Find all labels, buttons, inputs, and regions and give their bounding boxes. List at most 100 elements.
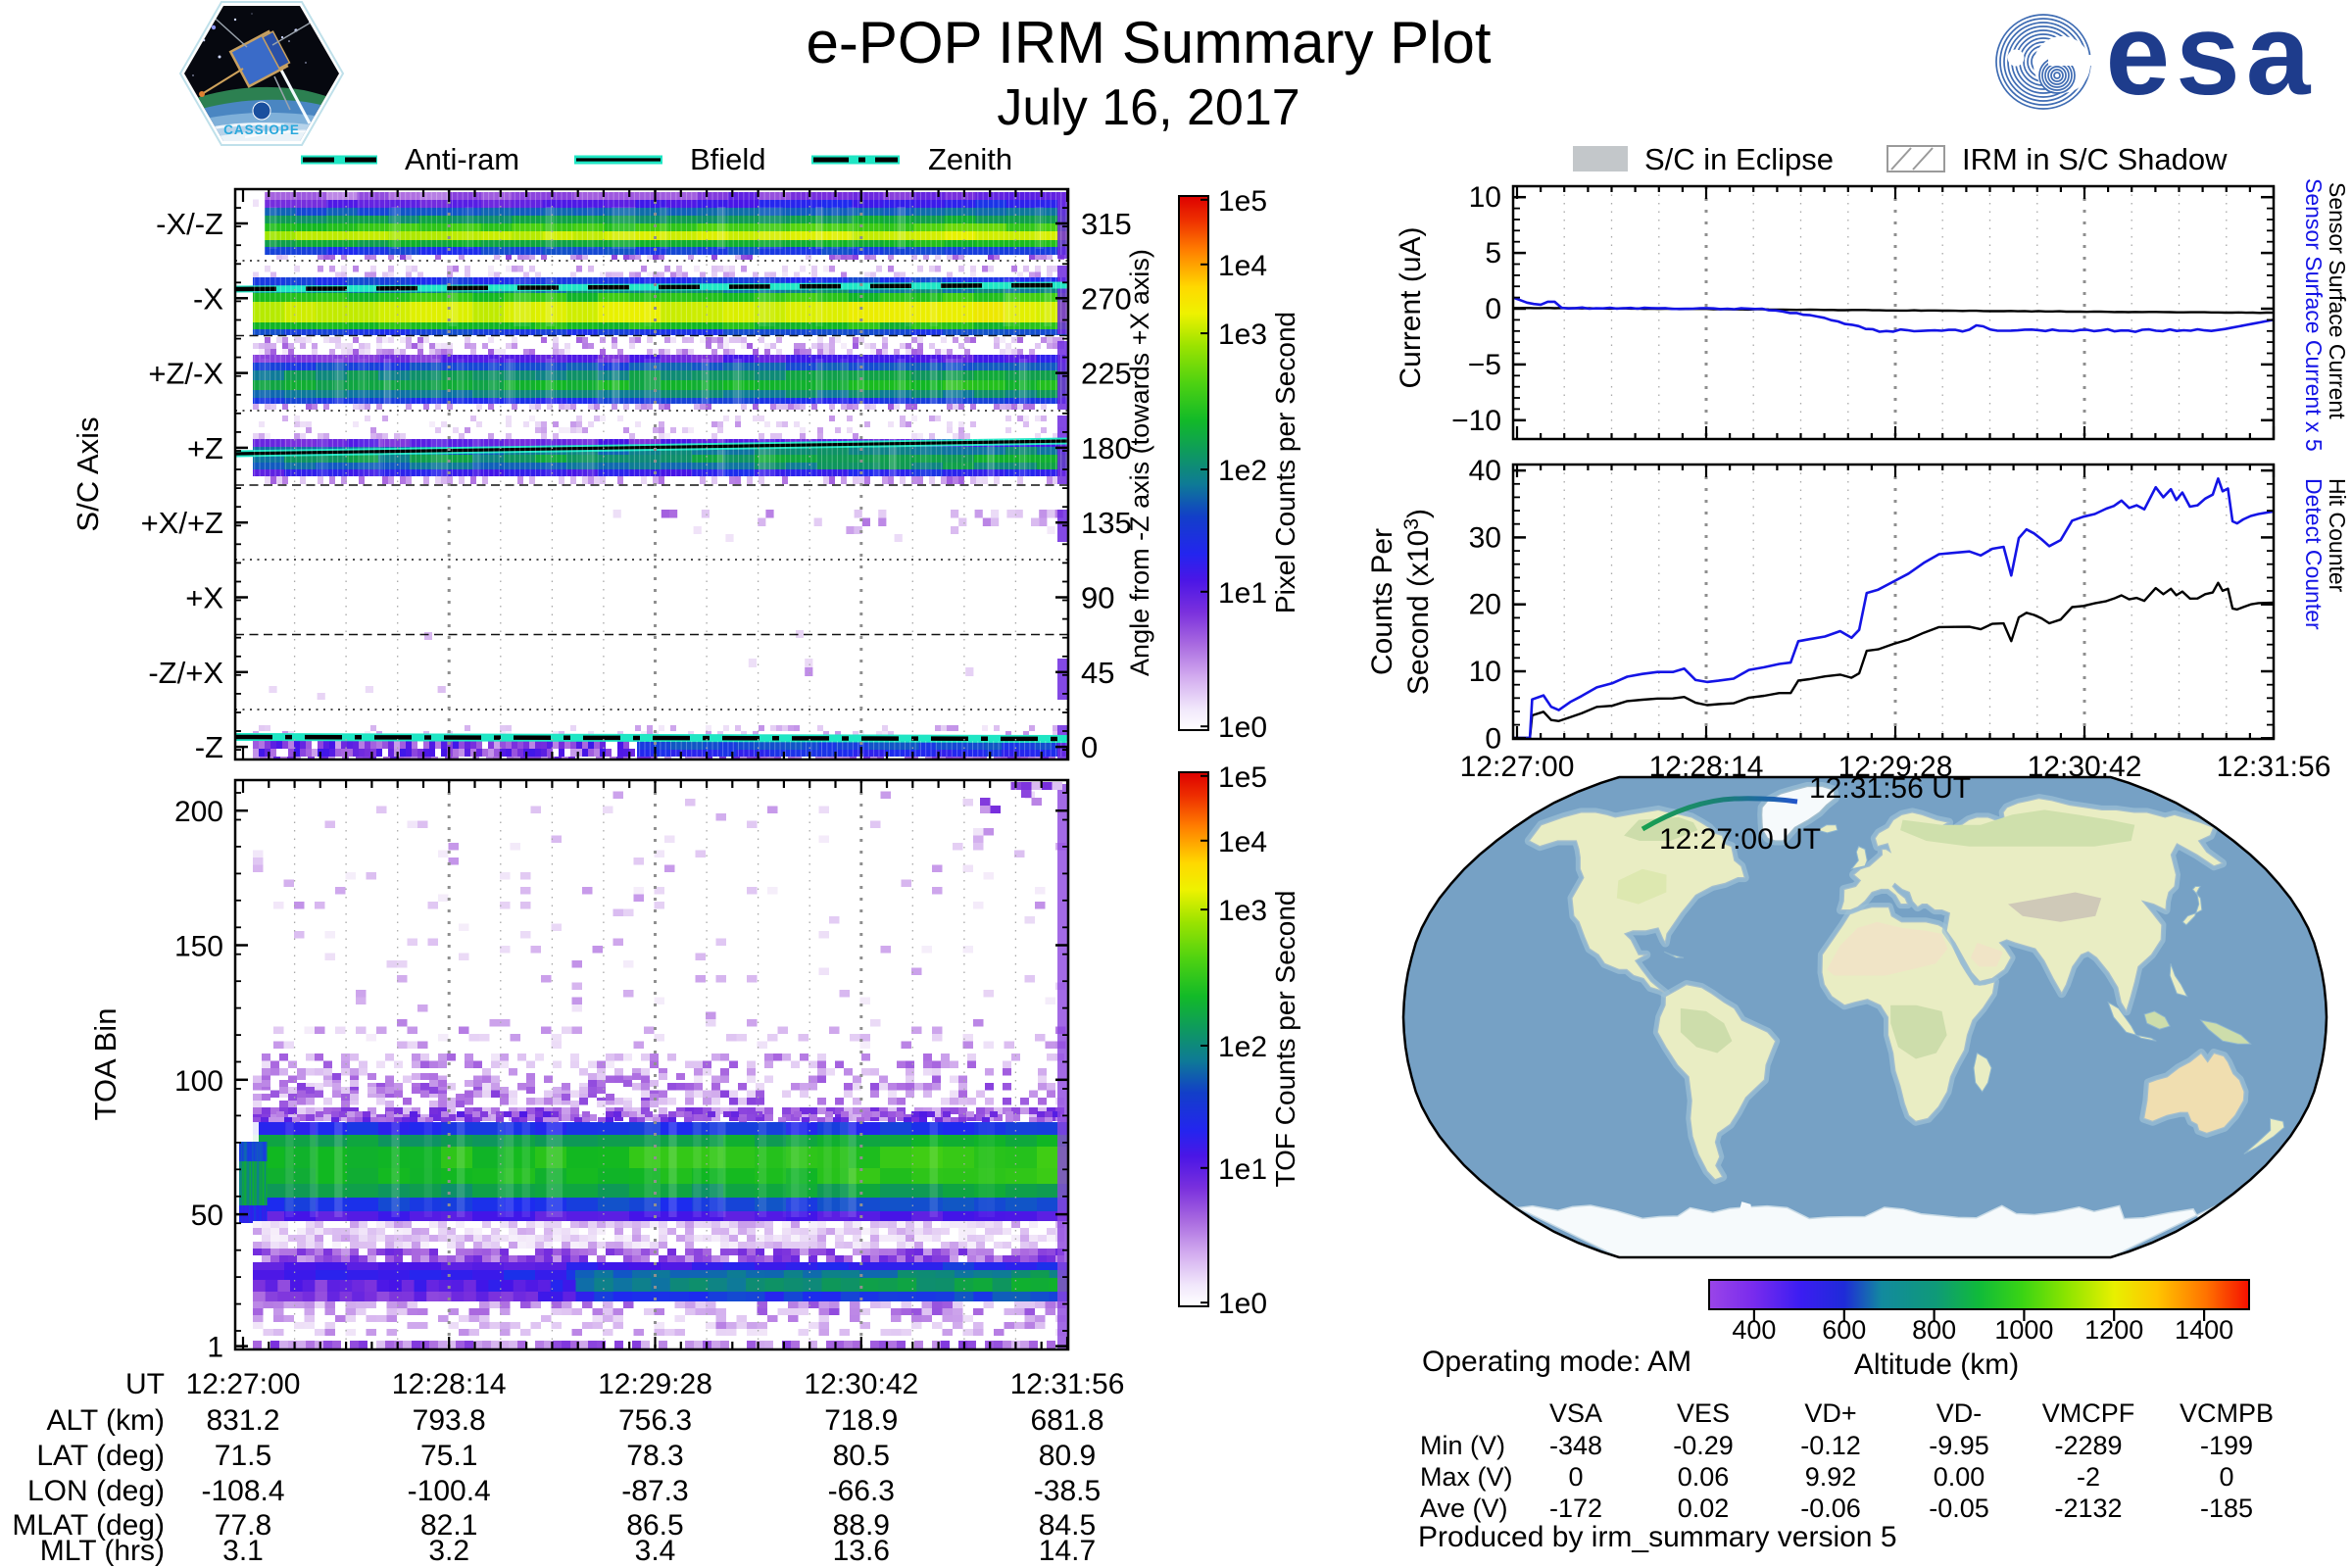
svg-text:13.6: 13.6 (833, 1535, 890, 1567)
svg-text:12:29:28: 12:29:28 (598, 1368, 712, 1400)
svg-text:0: 0 (1081, 730, 1098, 764)
svg-text:VCMPB: VCMPB (2180, 1398, 2274, 1428)
svg-text:Max (V): Max (V) (1420, 1462, 1513, 1492)
svg-text:-87.3: -87.3 (621, 1475, 688, 1507)
svg-text:135: 135 (1081, 506, 1132, 540)
svg-text:12:30:42: 12:30:42 (804, 1368, 918, 1400)
svg-text:180: 180 (1081, 431, 1132, 466)
svg-text:12:28:14: 12:28:14 (392, 1368, 507, 1400)
svg-text:40: 40 (1469, 455, 1501, 487)
svg-text:-172: -172 (1549, 1494, 1602, 1523)
svg-text:Pixel Counts per Second: Pixel Counts per Second (1270, 312, 1300, 613)
svg-text:1e5: 1e5 (1218, 761, 1267, 794)
svg-text:-X/-Z: -X/-Z (156, 207, 223, 241)
svg-text:86.5: 86.5 (626, 1509, 683, 1542)
svg-text:TOF Counts per Second: TOF Counts per Second (1270, 891, 1300, 1188)
svg-text:LON (deg): LON (deg) (27, 1475, 165, 1507)
svg-text:0: 0 (2219, 1462, 2233, 1492)
svg-text:793.8: 793.8 (413, 1404, 486, 1437)
svg-text:Sensor Surface Current x 5: Sensor Surface Current x 5 (2301, 178, 2327, 452)
svg-text:12:27:00: 12:27:00 (186, 1368, 301, 1400)
svg-text:esa: esa (2106, 0, 2317, 120)
svg-text:3.4: 3.4 (635, 1535, 676, 1567)
svg-text:1e1: 1e1 (1218, 1153, 1267, 1186)
svg-text:1e4: 1e4 (1218, 826, 1267, 858)
svg-text:30: 30 (1469, 521, 1501, 554)
svg-text:200: 200 (174, 796, 223, 828)
svg-text:12:31:56: 12:31:56 (2217, 751, 2331, 783)
svg-text:-185: -185 (2200, 1494, 2253, 1523)
svg-text:-108.4: -108.4 (201, 1475, 284, 1507)
svg-text:Anti-ram: Anti-ram (405, 142, 519, 176)
svg-text:100: 100 (174, 1065, 223, 1098)
svg-text:S/C in Eclipse: S/C in Eclipse (1644, 142, 1834, 176)
svg-text:VES: VES (1677, 1398, 1730, 1428)
svg-text:Angle from -Z axis (towards +X: Angle from -Z axis (towards +X axis) (1125, 249, 1154, 676)
svg-text:+X: +X (185, 581, 223, 615)
svg-text:1e0: 1e0 (1218, 1288, 1267, 1320)
svg-text:88.9: 88.9 (833, 1509, 890, 1542)
svg-text:12:31:56: 12:31:56 (1010, 1368, 1125, 1400)
svg-text:LAT (deg): LAT (deg) (36, 1440, 165, 1472)
svg-text:Second (x103): Second (x103) (1400, 509, 1435, 695)
svg-text:1000: 1000 (1994, 1315, 2053, 1345)
svg-text:718.9: 718.9 (824, 1404, 898, 1437)
svg-text:Operating mode: AM: Operating mode: AM (1422, 1346, 1691, 1378)
svg-text:July 16, 2017: July 16, 2017 (997, 79, 1299, 136)
svg-text:-2: -2 (2077, 1462, 2100, 1492)
svg-text:-199: -199 (2200, 1431, 2253, 1460)
svg-text:IRM in S/C Shadow: IRM in S/C Shadow (1962, 142, 2228, 176)
svg-text:CASSIOPE: CASSIOPE (223, 122, 300, 137)
svg-text:5: 5 (1485, 237, 1501, 270)
svg-text:12:31:56 UT: 12:31:56 UT (1809, 772, 1971, 805)
svg-text:Min (V): Min (V) (1420, 1431, 1505, 1460)
svg-text:+X/+Z: +X/+Z (141, 506, 223, 540)
svg-text:1400: 1400 (2175, 1315, 2233, 1345)
svg-text:0: 0 (1485, 293, 1501, 325)
svg-text:0: 0 (1485, 722, 1501, 755)
svg-text:0.00: 0.00 (1934, 1462, 1985, 1492)
svg-text:150: 150 (174, 931, 223, 963)
svg-text:+Z/-X: +Z/-X (148, 357, 223, 391)
svg-text:20: 20 (1469, 589, 1501, 621)
svg-text:10: 10 (1469, 656, 1501, 688)
svg-text:Zenith: Zenith (928, 142, 1012, 176)
svg-text:-348: -348 (1549, 1431, 1602, 1460)
svg-text:-0.05: -0.05 (1929, 1494, 1989, 1523)
svg-text:90: 90 (1081, 581, 1114, 615)
svg-text:1: 1 (207, 1332, 223, 1364)
svg-text:-0.06: -0.06 (1800, 1494, 1861, 1523)
svg-text:756.3: 756.3 (618, 1404, 692, 1437)
svg-text:831.2: 831.2 (206, 1404, 279, 1437)
svg-text:800: 800 (1912, 1315, 1956, 1345)
svg-text:VD-: VD- (1936, 1398, 1983, 1428)
svg-text:Bfield: Bfield (690, 142, 766, 176)
svg-text:50: 50 (191, 1200, 223, 1232)
svg-text:+Z: +Z (187, 431, 223, 466)
svg-text:400: 400 (1732, 1315, 1776, 1345)
svg-text:-0.12: -0.12 (1800, 1431, 1861, 1460)
svg-text:Hit Counter: Hit Counter (2325, 478, 2350, 593)
svg-text:3.1: 3.1 (222, 1535, 264, 1567)
svg-text:0.02: 0.02 (1678, 1494, 1730, 1523)
svg-text:9.92: 9.92 (1805, 1462, 1857, 1492)
svg-text:1e2: 1e2 (1218, 455, 1267, 487)
svg-text:-66.3: -66.3 (828, 1475, 895, 1507)
svg-text:78.3: 78.3 (626, 1440, 683, 1472)
svg-text:1e5: 1e5 (1218, 185, 1267, 218)
svg-text:14.7: 14.7 (1039, 1535, 1096, 1567)
svg-text:1200: 1200 (2084, 1315, 2143, 1345)
svg-text:1e4: 1e4 (1218, 250, 1267, 282)
svg-text:600: 600 (1822, 1315, 1866, 1345)
svg-text:0: 0 (1568, 1462, 1583, 1492)
svg-text:e-POP IRM Summary Plot: e-POP IRM Summary Plot (806, 10, 1491, 75)
svg-text:75.1: 75.1 (420, 1440, 477, 1472)
svg-text:Sensor Surface Current: Sensor Surface Current (2325, 182, 2350, 419)
svg-text:Altitude (km): Altitude (km) (1854, 1348, 2019, 1381)
svg-text:1e0: 1e0 (1218, 711, 1267, 744)
svg-text:VMCPF: VMCPF (2042, 1398, 2135, 1428)
svg-text:3.2: 3.2 (428, 1535, 469, 1567)
svg-text:-100.4: -100.4 (408, 1475, 491, 1507)
svg-text:681.8: 681.8 (1030, 1404, 1103, 1437)
svg-text:12:27:00 UT: 12:27:00 UT (1659, 823, 1821, 856)
